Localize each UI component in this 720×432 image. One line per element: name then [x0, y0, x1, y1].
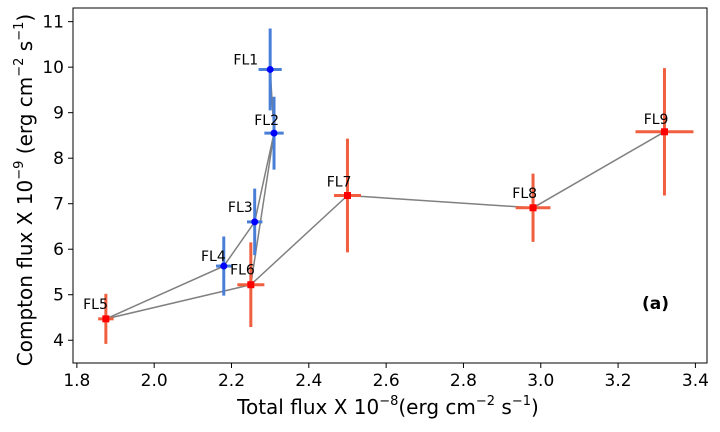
x-axis-ticks: 1.8 2.0 2.2 2.4 2.6 2.8 3.0 3.2 3.4	[63, 363, 709, 391]
x-tick-label: 2.0	[141, 371, 168, 391]
annotation-label: (a)	[642, 294, 669, 314]
y-axis-ticks: 4 5 6 7 8 9 10 11	[42, 13, 73, 351]
point-marker	[247, 281, 255, 289]
data-point-fl5: FL5	[83, 293, 114, 344]
point-label: FL4	[201, 249, 226, 265]
data-point-fl9: FL9	[635, 68, 694, 196]
point-marker	[266, 65, 274, 73]
point-marker	[102, 315, 110, 323]
y-tick-label: 4	[53, 331, 64, 351]
data-point-fl6: FL6	[230, 242, 265, 328]
point-label: FL5	[83, 297, 108, 313]
x-tick-label: 3.4	[682, 371, 709, 391]
y-tick-label: 9	[53, 104, 64, 124]
point-label: FL7	[327, 175, 352, 191]
x-tick-label: 2.2	[218, 371, 245, 391]
point-label: FL3	[228, 200, 253, 216]
point-label: FL2	[254, 113, 279, 129]
data-points: FL1 FL2 FL3 FL4 FL5 FL6 FL7 FL8 FL9	[83, 28, 694, 344]
point-label: FL1	[233, 52, 258, 68]
point-marker	[251, 218, 259, 226]
x-tick-label: 3.0	[527, 371, 554, 391]
y-tick-label: 10	[42, 58, 64, 78]
data-point-fl1: FL1	[233, 28, 282, 111]
data-point-fl8: FL8	[512, 173, 551, 242]
y-tick-label: 6	[53, 240, 64, 260]
point-label: FL8	[512, 186, 537, 202]
point-label: FL6	[230, 263, 255, 279]
x-tick-label: 2.6	[373, 371, 400, 391]
point-marker	[270, 129, 278, 137]
connector-line	[105, 69, 665, 320]
x-tick-label: 2.8	[450, 371, 477, 391]
y-tick-label: 8	[53, 149, 64, 169]
point-label: FL9	[644, 112, 669, 128]
point-marker	[343, 192, 351, 200]
y-tick-label: 5	[53, 286, 64, 306]
data-point-fl3: FL3	[228, 188, 263, 256]
point-marker	[660, 128, 668, 136]
x-tick-label: 3.2	[605, 371, 632, 391]
y-tick-label: 7	[53, 195, 64, 215]
x-axis-title: Total flux X 10−8(erg cm−2 s−1)	[236, 394, 539, 419]
y-axis-title: Compton flux X 10−9 (erg cm−2 s−1)	[12, 14, 37, 366]
x-tick-label: 2.4	[295, 371, 322, 391]
plot-frame	[72, 7, 708, 364]
data-point-fl2: FL2	[254, 96, 284, 170]
point-marker	[529, 204, 537, 212]
x-tick-label: 1.8	[63, 371, 90, 391]
data-point-fl7: FL7	[327, 138, 362, 253]
data-point-fl4: FL4	[201, 236, 232, 296]
y-tick-label: 11	[42, 13, 64, 33]
point-marker	[220, 262, 228, 270]
